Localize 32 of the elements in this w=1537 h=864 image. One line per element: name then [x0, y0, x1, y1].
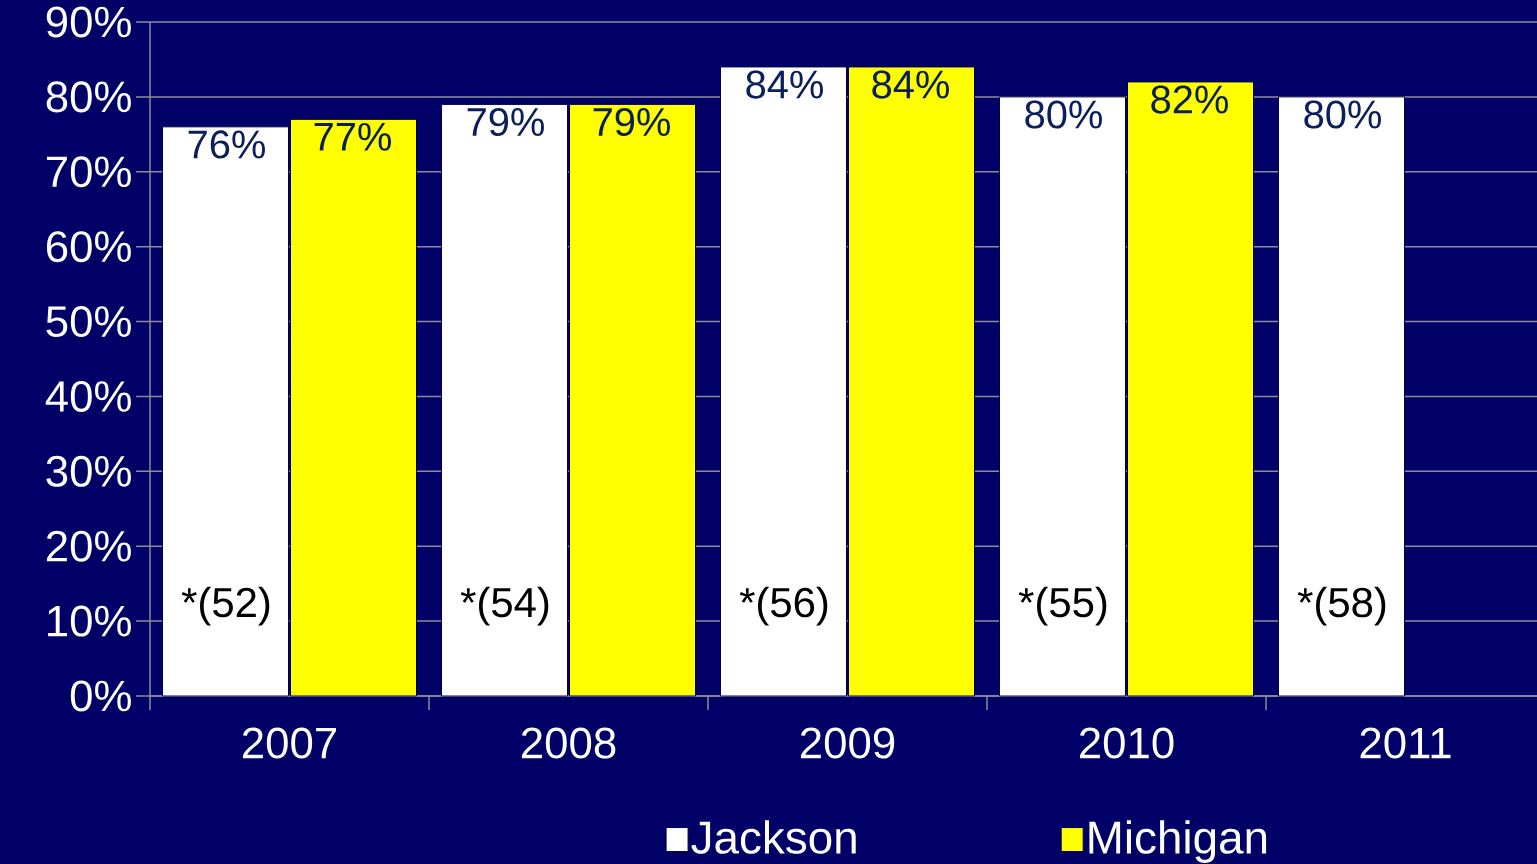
y-tick-label: 70%	[46, 156, 131, 188]
data-label: 79%	[593, 107, 670, 137]
x-tick-label: 2011	[1360, 727, 1451, 759]
x-tick-label: 2010	[1079, 727, 1174, 759]
data-label: 77%	[314, 122, 391, 151]
data-label: 80%	[1025, 100, 1102, 129]
annotation: *(54)	[460, 586, 549, 626]
data-label: 80%	[1304, 100, 1381, 129]
y-tick-label: 80%	[46, 81, 131, 113]
data-label: 84%	[746, 70, 823, 99]
x-tick-label: 2009	[800, 727, 895, 759]
y-tick-label: 10%	[48, 605, 131, 637]
y-tick-label: 40%	[45, 380, 131, 412]
y-tick-label: 90%	[46, 6, 131, 38]
x-tick-label: 2008	[521, 727, 616, 759]
bar	[1278, 96, 1406, 697]
y-tick-label: 50%	[46, 306, 131, 338]
data-label: 76%	[188, 130, 265, 159]
x-tick-label: 2007	[242, 727, 337, 759]
legend-label: Jackson	[691, 820, 856, 854]
annotation: *(52)	[181, 586, 270, 626]
data-label: 79%	[467, 107, 544, 137]
y-tick-label: 0%	[70, 680, 131, 712]
annotation: *(55)	[1018, 586, 1107, 626]
y-tick-label: 30%	[46, 455, 131, 487]
annotation: *(56)	[739, 586, 828, 626]
data-label: 84%	[872, 70, 949, 99]
legend-label: Michigan	[1089, 820, 1267, 863]
y-tick-label: 60%	[46, 231, 131, 263]
annotation: *(58)	[1297, 586, 1386, 626]
y-tick-label: 20%	[46, 530, 131, 562]
data-label: 82%	[1151, 85, 1228, 114]
